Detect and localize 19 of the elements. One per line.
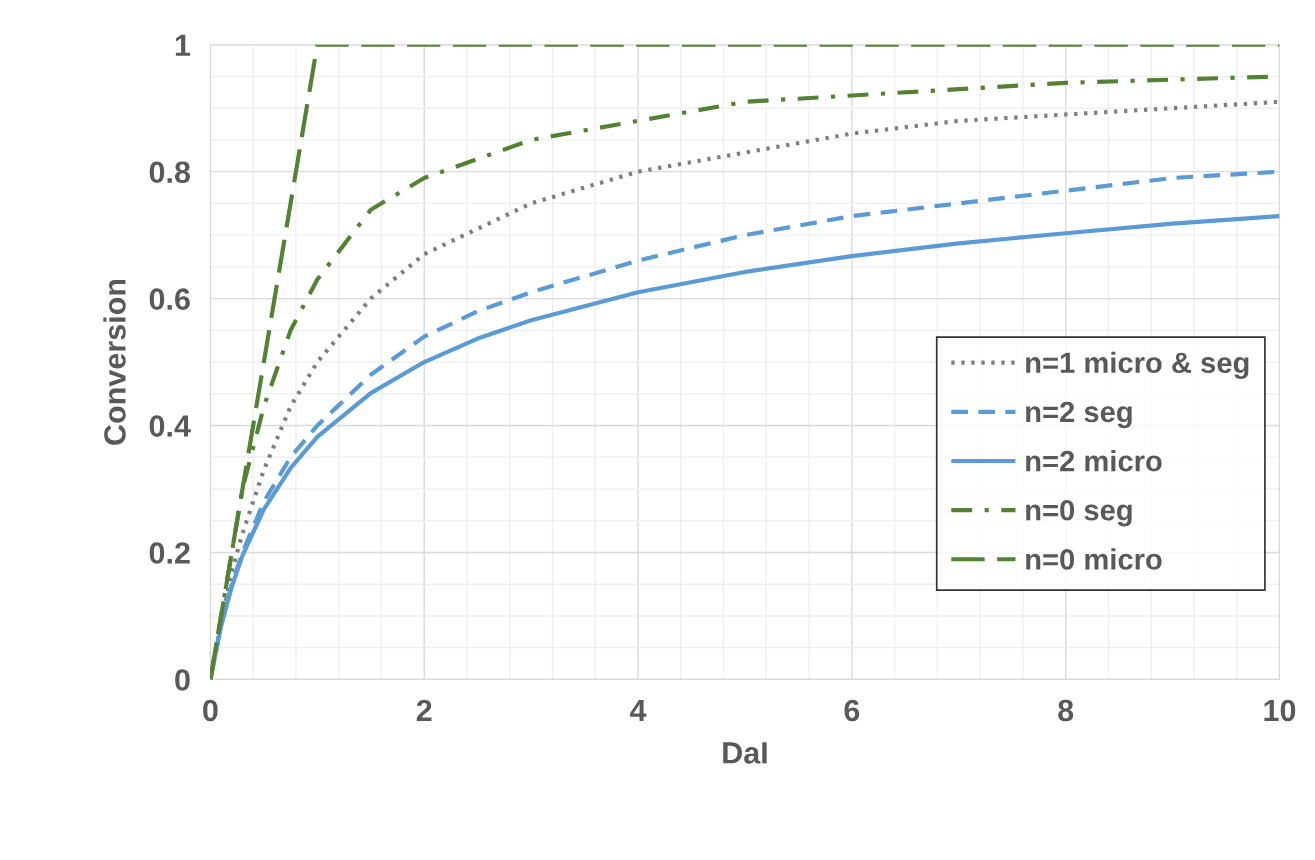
x-axis-title: DaI bbox=[723, 742, 767, 764]
legend-label: n=1 micro & seg bbox=[1026, 351, 1249, 380]
y-tick-label: 0.4 bbox=[149, 415, 191, 437]
y-axis-title: Conversion bbox=[103, 279, 126, 445]
legend-label: n=2 seg bbox=[1026, 401, 1132, 429]
y-tick-label: 0.8 bbox=[149, 161, 191, 184]
legend-label: n=0 micro bbox=[1026, 548, 1162, 570]
y-tick-label: 0.6 bbox=[149, 288, 190, 310]
x-tick-label: 2 bbox=[416, 699, 432, 721]
x-tick-label: 10 bbox=[1264, 699, 1296, 722]
x-tick-label: 4 bbox=[630, 699, 647, 721]
y-tick-label: 0 bbox=[175, 669, 190, 691]
y-tick-label: 0.2 bbox=[149, 542, 190, 564]
y-tick-label: 1 bbox=[175, 34, 191, 56]
x-tick-label: 0 bbox=[203, 699, 218, 722]
legend-label: n=0 seg bbox=[1026, 499, 1132, 527]
x-tick-label: 6 bbox=[844, 699, 860, 722]
legend-label: n=2 micro bbox=[1026, 450, 1162, 472]
x-tick-label: 8 bbox=[1058, 699, 1074, 722]
